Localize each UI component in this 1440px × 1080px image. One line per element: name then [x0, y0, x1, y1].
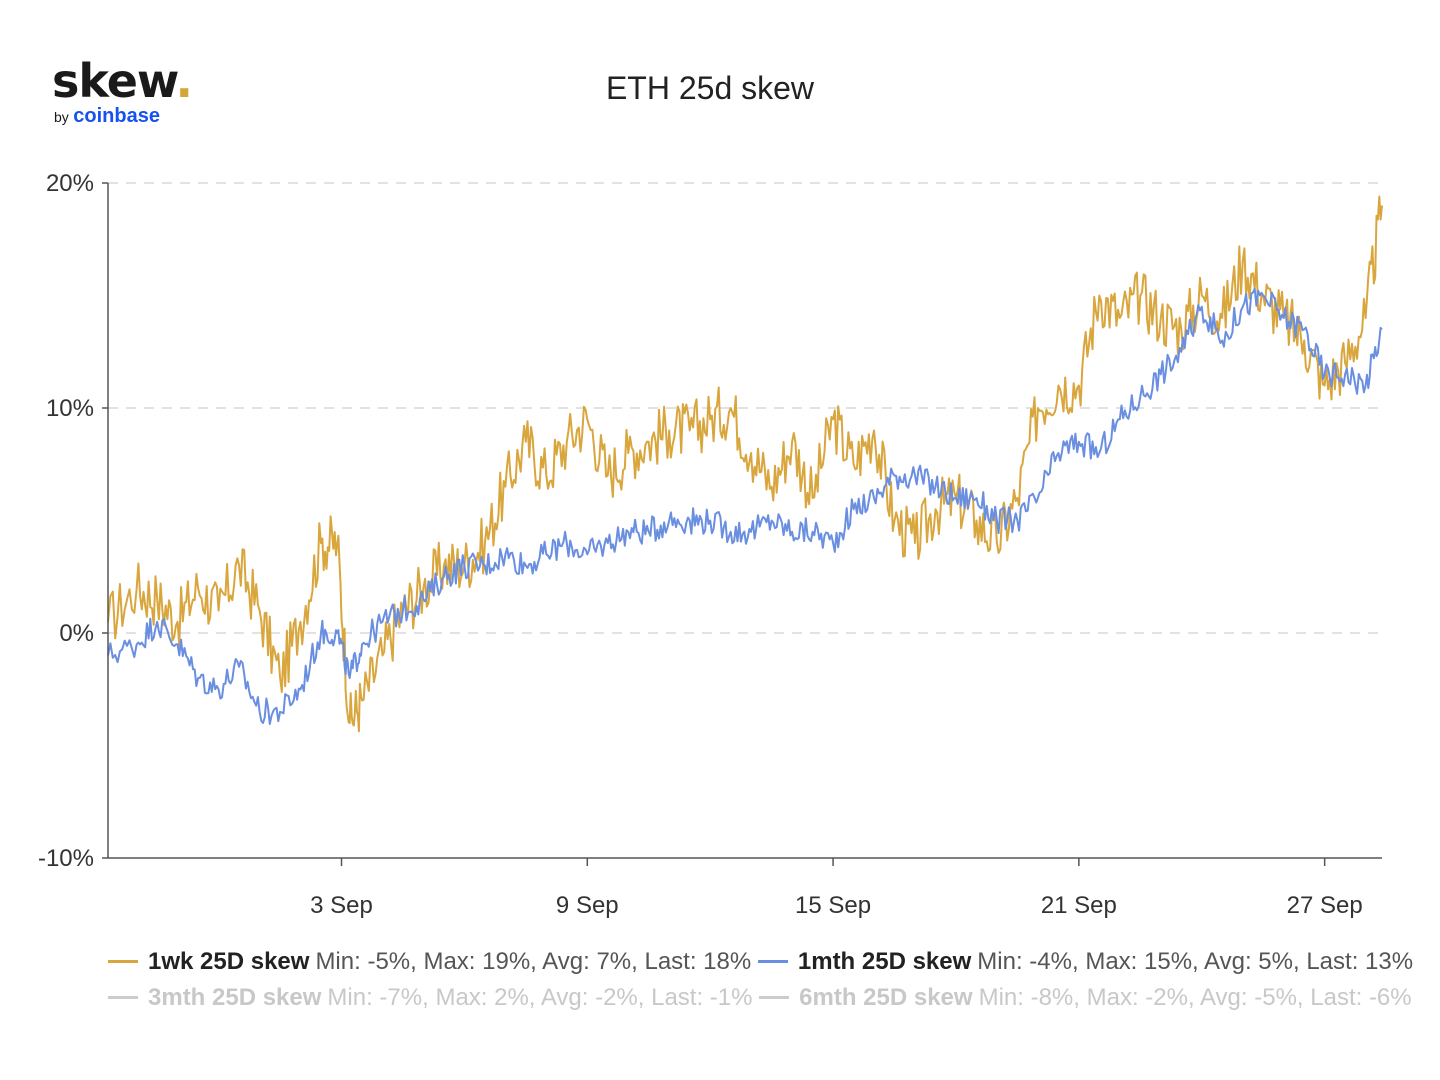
- x-tick-label: 27 Sep: [1287, 892, 1363, 919]
- legend-name-1wk: 1wk 25D skew: [148, 947, 310, 975]
- legend-name-3mth: 3mth 25D skew: [148, 983, 322, 1011]
- legend-item-3mth[interactable]: 3mth 25D skew Min: -7%, Max: 2%, Avg: -2…: [108, 984, 752, 1012]
- coinbase-wordmark: coinbase: [73, 105, 160, 127]
- x-tick-label: 15 Sep: [795, 892, 871, 919]
- legend-row-2: 3mth 25D skew Min: -7%, Max: 2%, Avg: -2…: [108, 978, 1412, 1012]
- legend-stats-1wk: Min: -5%, Max: 19%, Avg: 7%, Last: 18%: [315, 947, 752, 975]
- legend-name-1mth: 1mth 25D skew: [797, 947, 972, 975]
- skew-logo: skew. by coinbase: [52, 58, 193, 127]
- legend-item-6mth[interactable]: 6mth 25D skew Min: -8%, Max: -2%, Avg: -…: [759, 983, 1412, 1012]
- y-tick-label: 10%: [46, 395, 94, 422]
- legend-swatch-6mth: [759, 996, 790, 999]
- legend-row-1: 1wk 25D skew Min: -5%, Max: 19%, Avg: 7%…: [108, 942, 1413, 976]
- legend-swatch-1mth: [757, 960, 788, 963]
- legend-stats-1mth: Min: -4%, Max: 15%, Avg: 5%, Last: 13%: [977, 947, 1414, 975]
- legend-item-1mth[interactable]: 1mth 25D skew Min: -4%, Max: 15%, Avg: 5…: [757, 947, 1414, 976]
- logo-dot: .: [175, 54, 194, 108]
- legend-name-6mth: 6mth 25D skew: [799, 983, 973, 1011]
- y-tick-label: 20%: [46, 170, 94, 197]
- series-line-0: [107, 195, 1383, 733]
- x-tick-label: 21 Sep: [1041, 892, 1117, 919]
- y-tick-label: -10%: [38, 845, 94, 872]
- series-line-1: [107, 287, 1383, 725]
- legend-swatch-3mth: [108, 996, 138, 999]
- legend-swatch-1wk: [108, 960, 138, 963]
- legend-item-1wk[interactable]: 1wk 25D skew Min: -5%, Max: 19%, Avg: 7%…: [108, 948, 751, 976]
- legend-stats-3mth: Min: -7%, Max: 2%, Avg: -2%, Last: -1%: [327, 983, 753, 1011]
- logo-word: skew: [52, 54, 176, 108]
- y-tick-label: 0%: [59, 620, 94, 647]
- legend-stats-6mth: Min: -8%, Max: -2%, Avg: -5%, Last: -6%: [978, 983, 1412, 1011]
- x-tick-label: 3 Sep: [310, 892, 373, 919]
- x-tick-label: 9 Sep: [556, 892, 619, 919]
- chart-title: ETH 25d skew: [605, 70, 815, 106]
- logo-by: by: [54, 109, 69, 125]
